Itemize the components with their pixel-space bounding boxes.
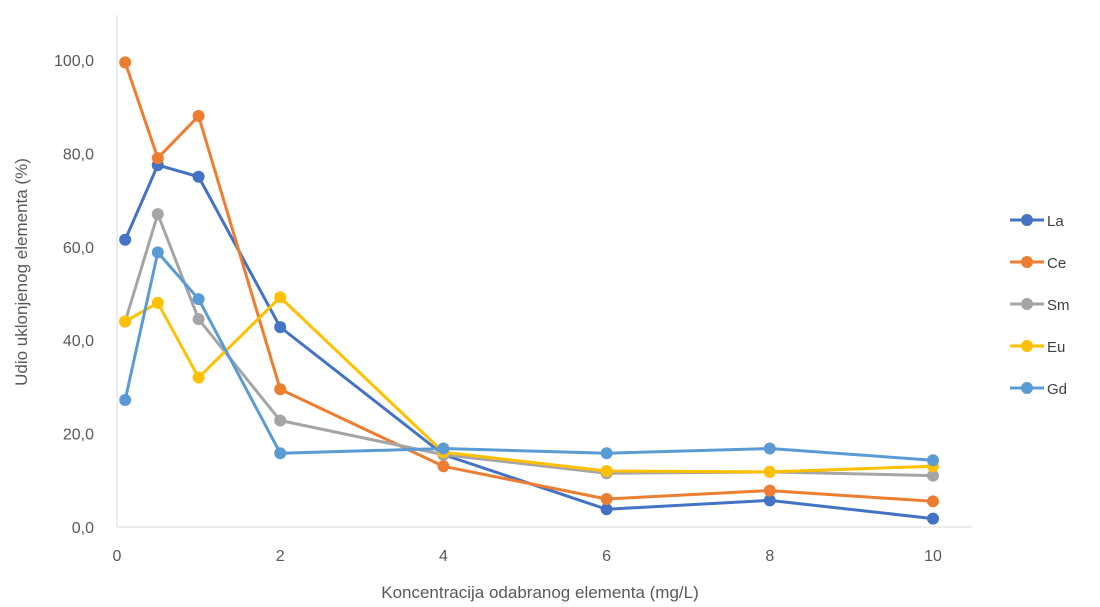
legend-marker [1021,382,1033,394]
legend-label: Sm [1047,297,1070,314]
data-point-sm [151,208,164,221]
legend-label: Gd [1047,381,1067,398]
legend-marker [1021,298,1033,310]
legend: La Ce Sm Eu Gd [1010,213,1070,398]
data-point-la [274,321,287,334]
data-point-gd [274,447,287,460]
legend-item-sm: Sm [1010,297,1070,314]
x-tick-label: 4 [439,548,448,565]
legend-item-eu: Eu [1010,339,1065,356]
y-tick-label: 0,0 [72,520,94,537]
x-tick-label: 8 [765,548,774,565]
series-line-sm [123,212,935,478]
data-point-sm [927,469,939,482]
data-point-ce [274,383,287,396]
data-point-gd [927,454,939,467]
data-point-eu [119,315,132,328]
series-gd [119,246,939,467]
axes: 0,0 20,0 40,0 60,0 80,0 100,0 0 2 4 6 8 10 [54,15,972,565]
legend-marker [1021,256,1033,268]
data-point-gd [437,442,450,455]
series-line-eu [123,295,935,474]
data-point-la [192,170,205,183]
data-point-eu [600,464,613,477]
y-tick-label: 40,0 [63,333,94,350]
data-point-ce [119,56,132,69]
plot-area [119,56,939,525]
legend-label: La [1047,213,1064,230]
x-tick-label: 2 [276,548,285,565]
data-point-gd [119,393,132,406]
x-tick-label: 0 [113,548,122,565]
data-point-ce [600,492,613,505]
series-line-gd [123,250,935,462]
data-point-ce [763,484,776,497]
series-eu [119,291,939,478]
y-tick-label: 100,0 [54,53,94,70]
data-point-gd [192,293,205,306]
data-point-eu [274,291,287,304]
legend-marker [1021,214,1033,226]
data-point-la [600,503,613,516]
legend-item-gd: Gd [1010,381,1067,398]
data-point-sm [192,313,205,326]
data-point-eu [763,465,776,478]
data-point-la [927,512,939,525]
data-point-eu [192,371,205,384]
data-point-ce [927,495,939,508]
series-ce [119,56,939,508]
x-tick-label: 6 [602,548,611,565]
legend-marker [1021,340,1033,352]
series-line-la [123,163,935,521]
x-tick-label: 10 [924,548,942,565]
legend-label: Ce [1047,255,1066,272]
data-point-gd [600,447,613,460]
y-tick-label: 80,0 [63,146,94,163]
data-point-la [119,233,132,246]
y-tick-label: 60,0 [63,240,94,257]
y-tick-label: 20,0 [63,427,94,444]
data-point-la [763,494,776,507]
data-point-ce [151,152,164,165]
data-point-ce [437,460,450,473]
legend-item-la: La [1010,213,1064,230]
data-point-sm [274,414,287,427]
legend-item-ce: Ce [1010,255,1066,272]
data-point-ce [192,110,205,123]
series-line-ce [123,60,935,503]
legend-label: Eu [1047,339,1065,356]
x-axis-title: Koncentracija odabranog elementa (mg/L) [381,583,699,602]
y-axis-title: Udio uklonjenog elementa (%) [12,158,31,386]
data-point-eu [151,296,164,309]
series-sm [119,208,939,482]
data-point-gd [151,246,164,259]
data-point-gd [763,442,776,455]
